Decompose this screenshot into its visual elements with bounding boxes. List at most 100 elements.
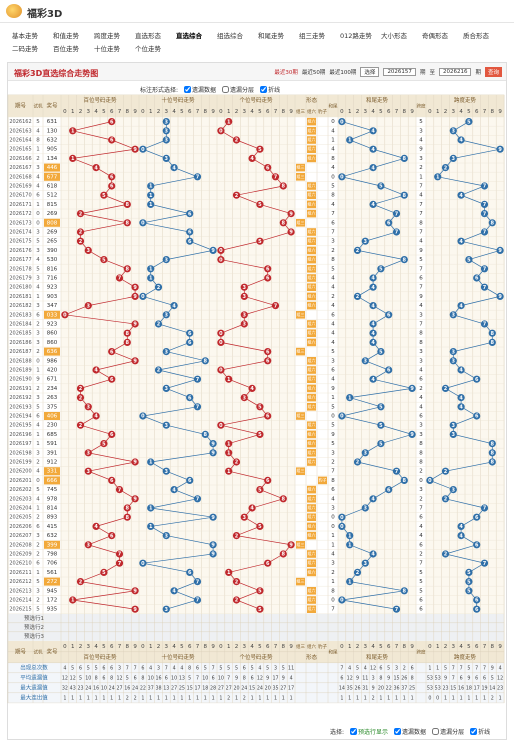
checkbox[interactable] <box>260 86 268 93</box>
quick-link[interactable]: 最近100期 <box>329 70 357 76</box>
digit-ball <box>338 118 346 126</box>
query-button[interactable]: 查询 <box>484 67 502 77</box>
digit-ball <box>131 320 139 328</box>
nav-tab[interactable]: 012路走势 <box>340 32 372 40</box>
digit-ball <box>193 173 202 181</box>
digit-ball <box>108 182 116 190</box>
sum-tail: 5 <box>331 423 335 429</box>
form-mark <box>307 274 316 282</box>
digit-ball-text: 7 <box>118 561 122 567</box>
digit-ball <box>217 256 225 264</box>
draw-number: 636 <box>47 349 58 355</box>
digit-header: 0 <box>219 644 223 650</box>
nav-tab[interactable]: 十位走势 <box>94 45 120 53</box>
stats-value: 4 <box>290 675 293 681</box>
form-text: 组六 <box>308 283 316 289</box>
checkbox[interactable] <box>222 86 230 93</box>
sum-tail: 0 <box>331 524 335 530</box>
digit-ball <box>465 118 473 126</box>
quick-link[interactable]: 最近50期 <box>301 70 326 76</box>
checkbox[interactable] <box>432 728 440 735</box>
digit-ball <box>131 292 139 300</box>
nav-tab[interactable]: 组三走势 <box>299 32 325 40</box>
nav-tab[interactable]: 和尾走势 <box>258 32 284 40</box>
digit-ball <box>488 449 496 457</box>
nav-tab[interactable]: 质合形态 <box>463 32 489 40</box>
digit-ball-text: 7 <box>483 202 487 208</box>
nav-tab[interactable]: 直选形态 <box>135 32 161 40</box>
sum-tail: 8 <box>331 478 335 484</box>
issue: 2026215 <box>9 607 31 613</box>
digit-header: 3 <box>243 644 247 650</box>
checkbox[interactable] <box>470 728 478 735</box>
stats-value: 24 <box>109 685 115 691</box>
digit-ball-text: 5 <box>102 193 106 199</box>
digit-ball <box>186 237 194 245</box>
stats-value: 1 <box>356 695 359 701</box>
digit-ball <box>338 173 346 181</box>
from-input[interactable]: 2026157 <box>383 68 416 76</box>
nav-row: 基本走势 和值走势 跨度走势 直选形态 直选综合 组选综合 和尾走势 组三走势 012路走势 大小… <box>12 30 504 40</box>
nav-tab[interactable]: 二码走势 <box>12 45 38 53</box>
stats-value: 7 <box>134 665 137 671</box>
digit-ball <box>225 467 233 475</box>
nav-tab[interactable]: 个位走势 <box>135 45 161 53</box>
digit-header: 3 <box>364 644 368 650</box>
digit-header: 7 <box>483 109 487 115</box>
stats-value: 26 <box>401 675 407 681</box>
stats-value: 1 <box>395 695 398 701</box>
checkbox-option[interactable]: 遗漏分层 <box>432 727 464 736</box>
nav-tab[interactable]: 组选综合 <box>217 32 243 40</box>
digit-ball-text: 3 <box>165 119 169 125</box>
nav-tab[interactable]: 跨度走势 <box>94 32 120 40</box>
form-text: 组六 <box>308 182 316 188</box>
checkbox[interactable] <box>184 86 192 93</box>
digit-ball <box>346 532 354 540</box>
checkbox-option[interactable]: 遗漏数据 <box>394 727 426 736</box>
digit-ball <box>338 596 346 604</box>
stats-value: 8 <box>411 675 414 681</box>
stats-value: 6 <box>134 675 137 681</box>
span-value: 5 <box>419 257 423 263</box>
test-number: 0 <box>36 220 40 226</box>
trend-line <box>220 121 292 610</box>
nav-tab[interactable]: 直选综合 <box>176 32 202 40</box>
checkbox-option[interactable]: 预选行显示 <box>350 727 388 736</box>
checkbox-option[interactable]: 遗漏分层 <box>222 85 254 94</box>
stats-value: 22 <box>386 685 392 691</box>
test-number: 4 <box>36 469 40 475</box>
checkbox-option[interactable]: 折线 <box>470 727 490 736</box>
digit-ball-text: 6 <box>387 313 391 319</box>
digit-ball-text: 8 <box>126 331 130 337</box>
form-header: 豹子 <box>318 643 327 650</box>
digit-ball <box>162 421 170 429</box>
nav-tab[interactable]: 百位走势 <box>53 45 79 53</box>
nav-tab[interactable]: 基本走势 <box>12 32 38 40</box>
digit-header: 6 <box>266 109 270 115</box>
checkbox[interactable] <box>350 728 358 735</box>
sum-tail: 5 <box>331 184 335 190</box>
section-title: 百位号码走势 <box>83 653 117 661</box>
digit-ball-text: 4 <box>250 156 254 162</box>
to-input[interactable]: 2026216 <box>438 68 472 76</box>
checkbox-option[interactable]: 遗漏数据 <box>184 85 216 94</box>
draw-number: 415 <box>47 524 58 530</box>
digit-ball <box>473 513 481 521</box>
checkbox-option[interactable]: 折线 <box>260 85 280 94</box>
select[interactable]: 选择 <box>360 67 380 77</box>
digit-ball-text: 1 <box>348 395 352 401</box>
quick-link[interactable]: 最近30期 <box>274 70 298 76</box>
sum-tail: 4 <box>331 285 335 291</box>
digit-ball-text: 8 <box>282 221 286 227</box>
nav-tab[interactable]: 大小形态 <box>381 32 407 40</box>
stats-value: 24 <box>132 685 138 691</box>
digit-ball <box>115 486 124 494</box>
form-mark <box>296 412 305 420</box>
stats-value: 1 <box>340 695 343 701</box>
digit-ball-text: 4 <box>459 239 463 245</box>
checkbox[interactable] <box>394 728 402 735</box>
stats-value: 1 <box>180 695 183 701</box>
nav-tab[interactable]: 和值走势 <box>53 32 79 40</box>
nav-tab[interactable]: 奇偶形态 <box>422 32 448 40</box>
digit-ball <box>441 467 450 475</box>
